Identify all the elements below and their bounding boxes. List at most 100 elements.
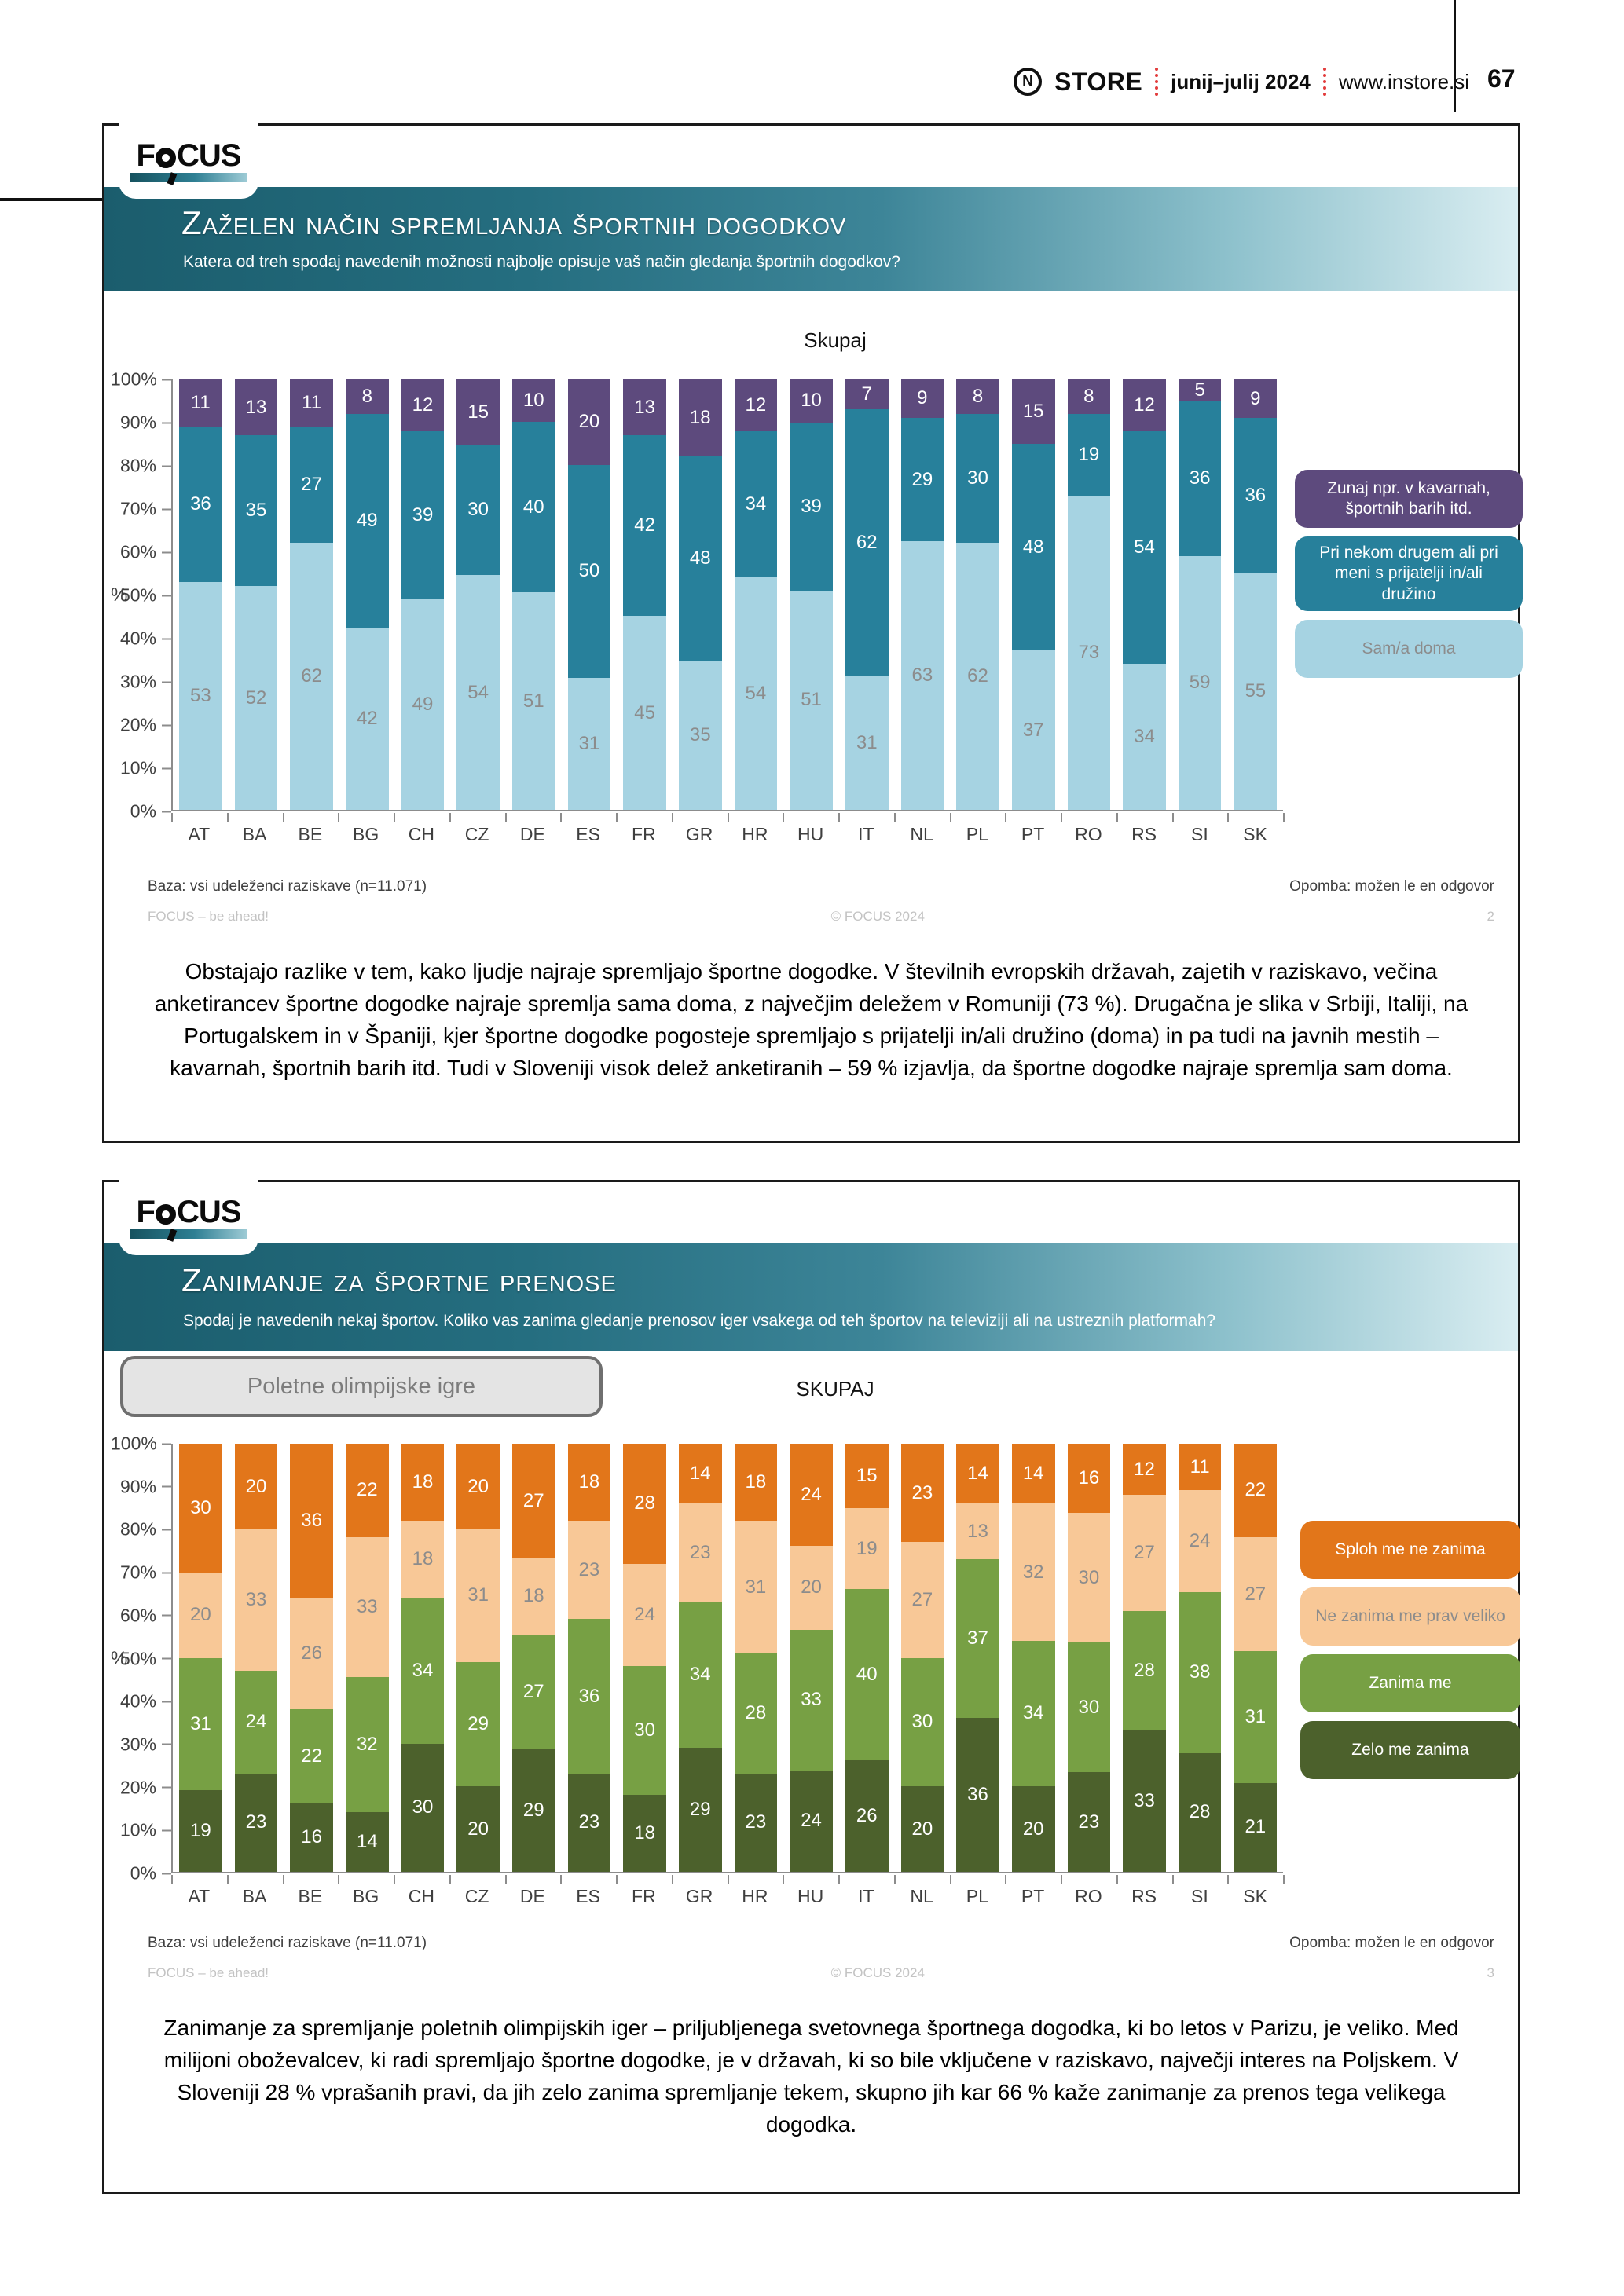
- bar-NL: 63 29 9: [895, 379, 951, 810]
- bar-segment: 62: [956, 543, 999, 810]
- bar-segment: 51: [790, 590, 833, 810]
- bar-segment: 49: [345, 414, 389, 628]
- bar-value-label: 33: [1134, 1790, 1155, 1812]
- base-note: Baza: vsi udeleženci raziskave (n=11.071…: [148, 878, 427, 895]
- bar-segment: 32: [345, 1676, 389, 1813]
- bar-segment: 30: [623, 1666, 666, 1795]
- slide-title-band: Zaželen način spremljanja športnih dogod…: [104, 187, 1518, 291]
- bar-segment: 31: [845, 676, 889, 810]
- bar-value-label: 12: [1134, 394, 1155, 416]
- x-tick-label-SK: SK: [1243, 824, 1267, 844]
- bar-value-label: 37: [967, 1627, 988, 1649]
- instore-logo-icon: N: [1014, 68, 1042, 96]
- bar-segment: 20: [790, 1545, 833, 1631]
- bar-value-label: 15: [467, 401, 489, 423]
- bar-segment: 22: [1234, 1444, 1278, 1537]
- bar-segment: 11: [179, 379, 222, 427]
- panel-broadcast-interest: Zanimanje za športne prenose Spodaj je n…: [102, 1180, 1520, 2194]
- slide-number: 2: [1487, 909, 1494, 924]
- bar-segment: 29: [511, 1749, 555, 1872]
- chart-footnotes: Baza: vsi udeleženci raziskave (n=11.071…: [148, 878, 1494, 895]
- bar-value-label: 34: [412, 1659, 434, 1681]
- bar-value-label: 27: [522, 1680, 544, 1702]
- bar-segment: 40: [511, 422, 555, 593]
- legend-item: Zanima me: [1300, 1654, 1520, 1712]
- bar-value-label: 24: [1189, 1530, 1211, 1552]
- bar-CZ: 20 29 31 20: [450, 1444, 506, 1872]
- focus-logo: F CUS: [136, 138, 242, 173]
- bar-value-label: 34: [1022, 1702, 1044, 1724]
- x-tick-label-SI: SI: [1191, 1886, 1208, 1906]
- x-tick-label-SK: SK: [1243, 1886, 1267, 1906]
- bar-segment: 28: [1178, 1752, 1222, 1872]
- bar-segment: 12: [1123, 379, 1166, 431]
- x-tick-label-IT: IT: [858, 824, 874, 844]
- bar-segment: 13: [956, 1503, 999, 1560]
- x-tick-label-HR: HR: [742, 1886, 768, 1906]
- bar-segment: 18: [401, 1444, 445, 1522]
- bar-segment: 36: [567, 1619, 611, 1774]
- bar-BA: 52 35 13: [229, 379, 284, 810]
- y-axis-label: %: [111, 584, 128, 606]
- bar-value-label: 18: [634, 1822, 655, 1844]
- bar-value-label: 8: [361, 386, 372, 408]
- x-axis-ticks: [171, 1875, 1285, 1884]
- bar-segment: 30: [179, 1444, 222, 1573]
- bar-segment: 8: [1067, 379, 1111, 414]
- y-tick-label: 60%: [111, 542, 171, 563]
- x-tick-label-IT: IT: [858, 1886, 874, 1906]
- bar-value-label: 11: [302, 392, 322, 414]
- bar-value-label: 20: [578, 411, 600, 433]
- bar-segment: 11: [1178, 1444, 1222, 1491]
- bar-value-label: 35: [245, 500, 267, 522]
- bar-value-label: 19: [1078, 443, 1100, 465]
- chart-title: SKUPAJ: [796, 1377, 874, 1401]
- x-tick-label-BG: BG: [353, 1886, 379, 1906]
- bar-value-label: 51: [522, 690, 544, 712]
- website-url: www.instore.si: [1338, 69, 1470, 93]
- bar-segment: 27: [1123, 1495, 1166, 1611]
- bar-value-label: 30: [634, 1719, 655, 1741]
- bar-value-label: 23: [578, 1811, 600, 1833]
- y-tick-label: 60%: [111, 1605, 171, 1626]
- bar-segment: 23: [567, 1773, 611, 1872]
- sport-selector-button[interactable]: Poletne olimpijske igre: [120, 1356, 603, 1417]
- bar-segment: 27: [511, 1444, 555, 1558]
- x-tick-label-NL: NL: [910, 824, 933, 844]
- bar-segment: 59: [1178, 555, 1222, 810]
- bar-segment: 23: [678, 1503, 722, 1602]
- base-note: Baza: vsi udeleženci raziskave (n=11.071…: [148, 1935, 427, 1951]
- bar-value-label: 32: [356, 1734, 378, 1756]
- bar-DE: 51 40 10: [506, 379, 562, 810]
- bar-value-label: 59: [1189, 672, 1211, 694]
- bar-value-label: 29: [522, 1799, 544, 1821]
- bar-value-label: 20: [801, 1576, 822, 1598]
- answer-note: Opomba: možen le en odgovor: [1289, 1935, 1494, 1951]
- bar-BG: 14 32 33 22: [339, 1444, 395, 1872]
- bar-segment: 14: [345, 1812, 389, 1872]
- bar-value-label: 29: [911, 468, 933, 490]
- bar-value-label: 26: [301, 1642, 322, 1664]
- bar-segment: 31: [734, 1521, 778, 1654]
- bar-value-label: 15: [856, 1464, 878, 1486]
- bar-segment: 34: [734, 430, 778, 578]
- y-tick-label: 40%: [111, 1691, 171, 1712]
- bar-segment: 23: [900, 1444, 944, 1543]
- bar-segment: 48: [1011, 444, 1055, 651]
- slide-title: Zanimanje za športne prenose: [181, 1262, 617, 1298]
- bar-value-label: 10: [801, 390, 822, 412]
- bar-segment: 9: [900, 379, 944, 418]
- bar-segment: 19: [1067, 413, 1111, 496]
- bar-segment: 16: [290, 1803, 333, 1872]
- x-tick-label-CZ: CZ: [464, 824, 489, 844]
- bar-segment: 15: [456, 379, 500, 445]
- bar-segment: 33: [790, 1630, 833, 1771]
- bar-value-label: 7: [861, 383, 872, 405]
- bar-value-label: 49: [412, 693, 434, 715]
- bar-value-label: 54: [467, 681, 489, 703]
- bar-segment: 33: [345, 1536, 389, 1677]
- bar-value-label: 28: [1134, 1659, 1155, 1681]
- magnifier-icon: [155, 1204, 176, 1225]
- bar-segment: 36: [1234, 418, 1278, 573]
- bar-value-label: 27: [1245, 1583, 1267, 1605]
